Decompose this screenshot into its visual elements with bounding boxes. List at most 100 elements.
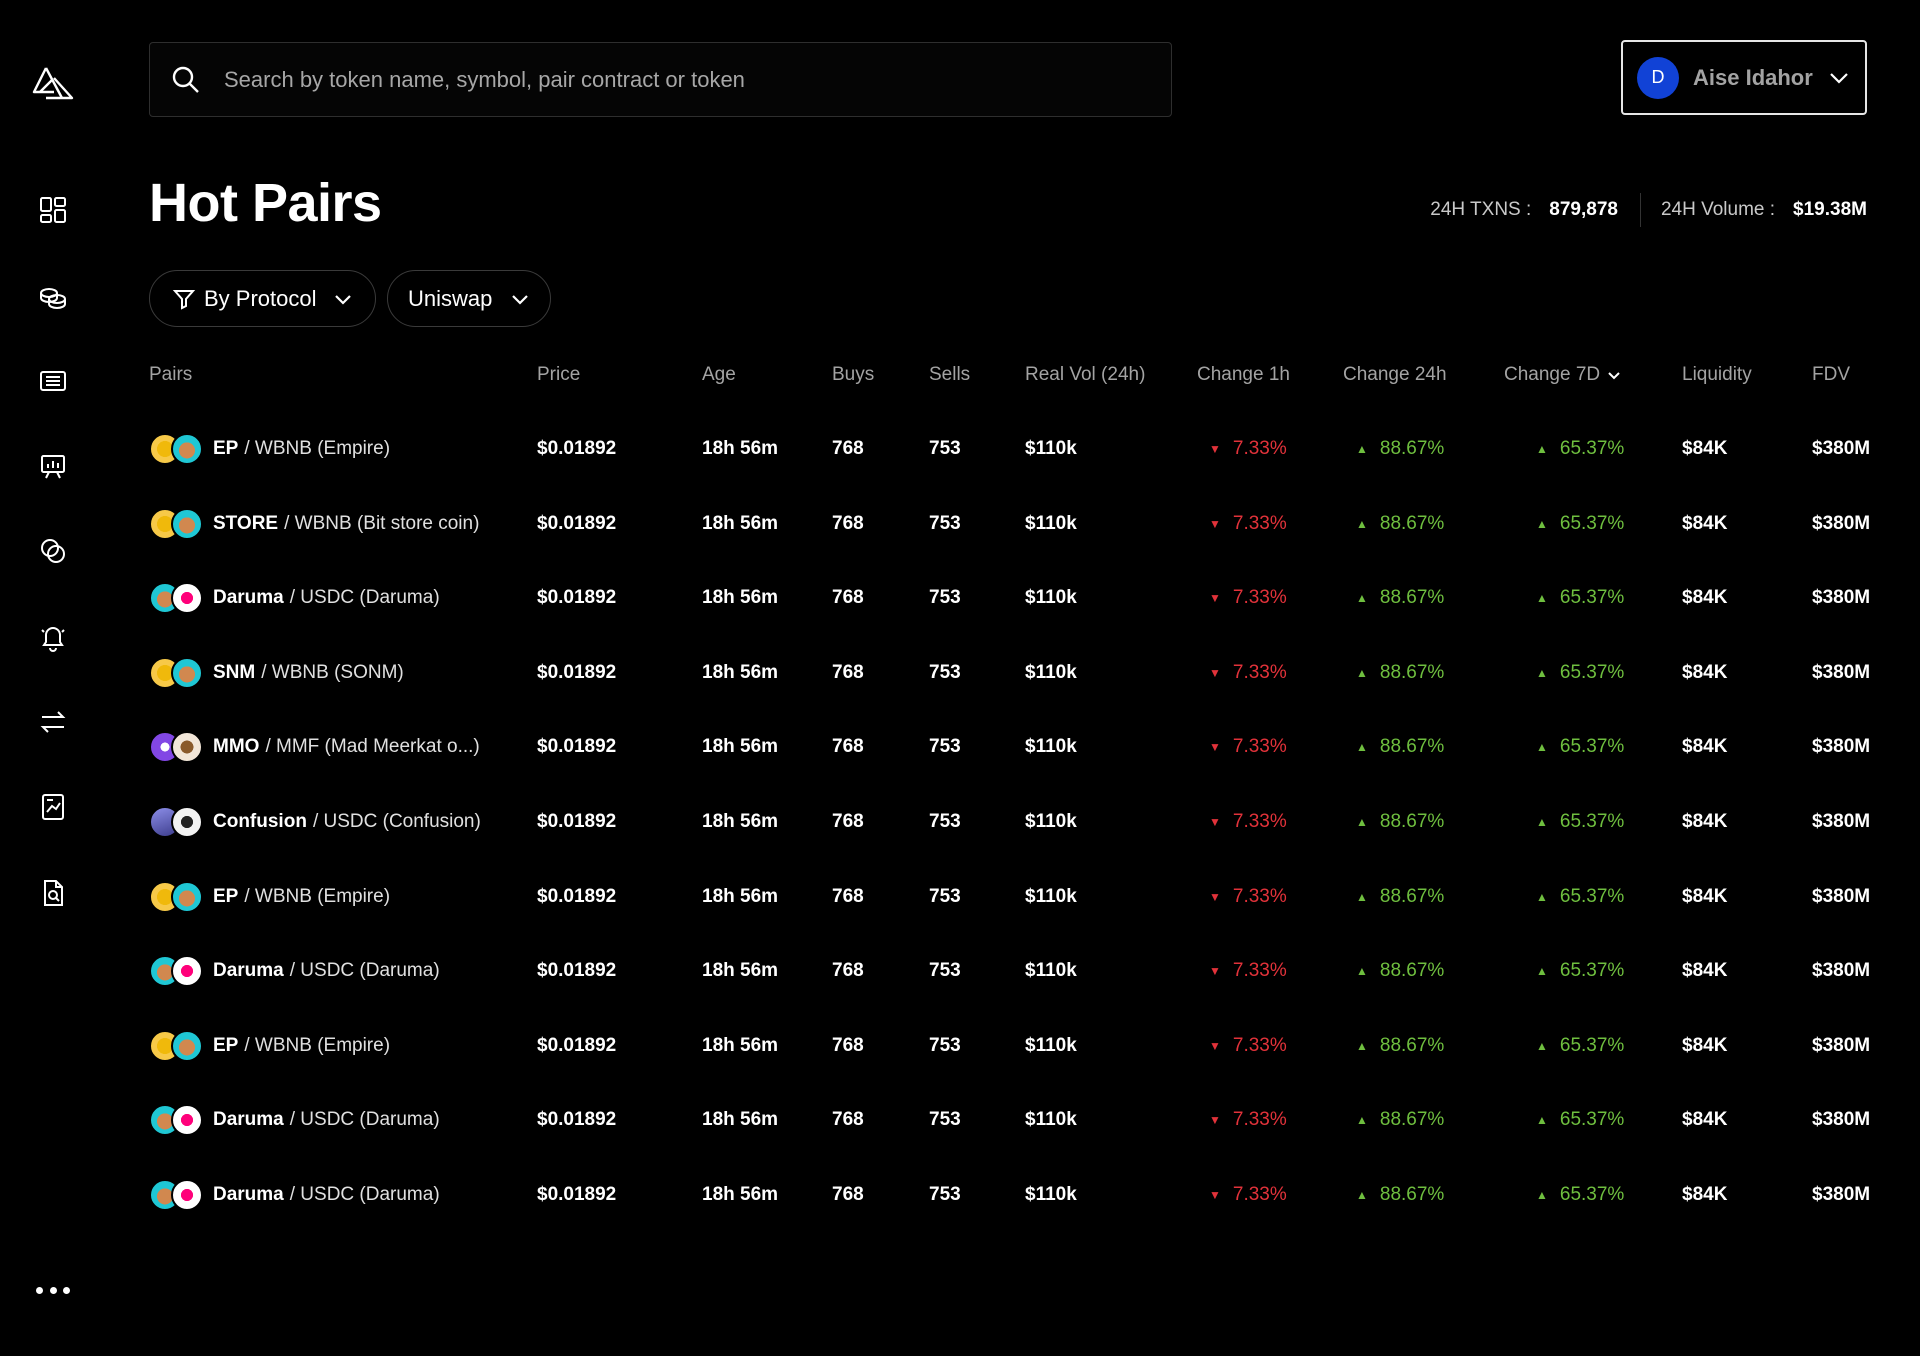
header-price[interactable]: Price	[537, 364, 581, 385]
fdv-cell: $380M	[1812, 960, 1871, 982]
pair-base-symbol: Confusion	[213, 811, 307, 832]
fdv-cell: $380M	[1812, 1184, 1871, 1205]
table-row[interactable]: SNM / WBNB (SONM) $0.01892 18h 56m 768 753 $11…	[140, 636, 1900, 710]
change-7d-cell-value: 65.37%	[1559, 661, 1625, 683]
sells-cell: 753	[929, 960, 961, 982]
table-row[interactable]: Daruma / USDC (Daruma) $0.01892 18h 56m 768 7…	[140, 561, 1900, 635]
change-1h-cell: ▼ 7.33%	[1209, 636, 1287, 710]
dashboard-icon[interactable]	[36, 193, 70, 227]
liquidity-cell: $84K	[1682, 736, 1728, 758]
arrow-down-icon: ▼	[1209, 442, 1221, 456]
buys-cell: 768	[832, 736, 864, 758]
table-row[interactable]: EP / WBNB (Empire) $0.01892 18h 56m 768 753 $1…	[140, 1009, 1900, 1083]
change-1h-cell-value: 7.33%	[1232, 438, 1287, 459]
chevron-down-icon	[334, 294, 351, 305]
dex-filter-label: Uniswap	[408, 285, 493, 311]
table-row[interactable]: EP / WBNB (Empire) $0.01892 18h 56m 768 753 $1…	[140, 860, 1900, 934]
age-cell: 18h 56m	[702, 736, 779, 758]
sells-cell: 753	[929, 438, 961, 459]
header-liquidity[interactable]: Liquidity	[1682, 364, 1752, 385]
header-change-1h[interactable]: Change 1h	[1197, 364, 1290, 385]
page-title: Hot Pairs	[149, 173, 382, 233]
avatar: D	[1637, 56, 1679, 99]
header-real-vol[interactable]: Real Vol (24h)	[1025, 364, 1146, 385]
real-vol-cell: $110k	[1025, 1034, 1077, 1056]
buys-cell: 768	[832, 438, 864, 459]
pair-cell: EP / WBNB (Empire)	[149, 860, 390, 934]
arrow-down-icon: ▼	[1209, 516, 1221, 531]
change-1h-cell: ▼ 7.33%	[1209, 1009, 1287, 1083]
document-search-icon[interactable]	[36, 876, 70, 910]
pair-quote-name: / WBNB (Empire)	[244, 1034, 391, 1056]
token-pair-icons	[149, 656, 203, 689]
coins-icon[interactable]	[36, 280, 70, 314]
unicorn-token-icon	[171, 1179, 203, 1211]
search-bar[interactable]	[149, 42, 1172, 117]
token-pair-icons	[149, 731, 203, 764]
header-change-7d[interactable]: Change 7D	[1504, 364, 1622, 386]
bunny-token-icon	[171, 880, 203, 913]
buys-cell: 768	[832, 587, 864, 609]
pair-cell: Daruma / USDC (Daruma)	[149, 561, 440, 635]
table-row[interactable]: Daruma / USDC (Daruma) $0.01892 18h 56m 768 7…	[140, 1158, 1900, 1232]
table-row[interactable]: EP / WBNB (Empire) $0.01892 18h 56m 768 753 $1…	[140, 412, 1900, 486]
arrow-up-icon: ▲	[1536, 516, 1548, 531]
header-fdv[interactable]: FDV	[1812, 364, 1850, 385]
fdv-cell: $380M	[1812, 512, 1871, 534]
pair-quote-name: / USDC (Daruma)	[289, 1184, 440, 1205]
header-buys[interactable]: Buys	[832, 364, 875, 385]
table-row[interactable]: MMO / MMF (Mad Meerkat o...) $0.01892 18h 5…	[140, 710, 1900, 784]
overlap-icon[interactable]	[36, 534, 70, 568]
bell-icon[interactable]	[36, 620, 70, 654]
table-row[interactable]: Daruma / USDC (Daruma) $0.01892 18h 56m 768 7…	[140, 1083, 1900, 1157]
chart-file-icon[interactable]	[36, 790, 70, 824]
change-7d-cell-value: 65.37%	[1559, 1034, 1625, 1056]
change-24h-cell: ▲ 88.67%	[1356, 785, 1444, 859]
header-pairs[interactable]: Pairs	[149, 364, 193, 385]
fdv-cell: $380M	[1812, 587, 1871, 609]
change-1h-cell: ▼ 7.33%	[1209, 934, 1287, 1008]
pair-cell: MMO / MMF (Mad Meerkat o...)	[149, 710, 480, 784]
change-1h-cell-value: 7.33%	[1232, 811, 1287, 832]
app-logo-icon[interactable]	[32, 64, 74, 102]
change-1h-cell-value: 7.33%	[1232, 736, 1287, 758]
search-input[interactable]	[224, 66, 1124, 93]
change-7d-cell: ▲ 65.37%	[1536, 785, 1624, 859]
header-age[interactable]: Age	[702, 364, 736, 385]
txns-value: 879,878	[1549, 199, 1618, 220]
price-cell: $0.01892	[537, 512, 617, 534]
real-vol-cell: $110k	[1025, 811, 1077, 832]
change-1h-cell: ▼ 7.33%	[1209, 412, 1287, 486]
pair-cell: Daruma / USDC (Daruma)	[149, 934, 440, 1008]
sells-cell: 753	[929, 736, 961, 758]
arrow-up-icon: ▲	[1356, 591, 1368, 606]
table-row[interactable]: STORE / WBNB (Bit store coin) $0.01892 18h …	[140, 487, 1900, 561]
price-cell: $0.01892	[537, 1109, 617, 1131]
dex-filter-dropdown[interactable]: Uniswap	[387, 270, 551, 327]
price-cell: $0.01892	[537, 885, 617, 907]
unicorn-token-icon	[171, 1104, 203, 1137]
real-vol-cell: $110k	[1025, 960, 1077, 982]
table-row[interactable]: Confusion / USDC (Confusion) $0.01892 18h 5…	[140, 785, 1900, 859]
presentation-icon[interactable]	[36, 449, 70, 483]
user-menu[interactable]: D Aise Idahor	[1621, 40, 1867, 115]
header-change-24h[interactable]: Change 24h	[1343, 364, 1447, 385]
change-7d-cell: ▲ 65.37%	[1536, 412, 1624, 486]
sells-cell: 753	[929, 1034, 961, 1056]
more-options-icon[interactable]	[36, 1280, 70, 1300]
protocol-filter-button[interactable]: By Protocol	[149, 270, 376, 327]
header-sells[interactable]: Sells	[929, 364, 971, 385]
news-icon[interactable]	[36, 364, 70, 398]
table-row[interactable]: Daruma / USDC (Daruma) $0.01892 18h 56m 768 7…	[140, 934, 1900, 1008]
fdv-cell: $380M	[1812, 1034, 1871, 1056]
arrow-down-icon: ▼	[1209, 591, 1221, 606]
change-24h-cell-value: 88.67%	[1379, 736, 1445, 758]
price-cell: $0.01892	[537, 1184, 617, 1205]
sells-cell: 753	[929, 512, 961, 534]
change-1h-cell-value: 7.33%	[1232, 1184, 1287, 1205]
price-cell: $0.01892	[537, 587, 617, 609]
real-vol-cell: $110k	[1025, 1184, 1077, 1205]
swap-arrows-icon[interactable]	[36, 705, 70, 739]
change-24h-cell-value: 88.67%	[1379, 661, 1445, 683]
chevron-down-icon	[1830, 72, 1848, 84]
